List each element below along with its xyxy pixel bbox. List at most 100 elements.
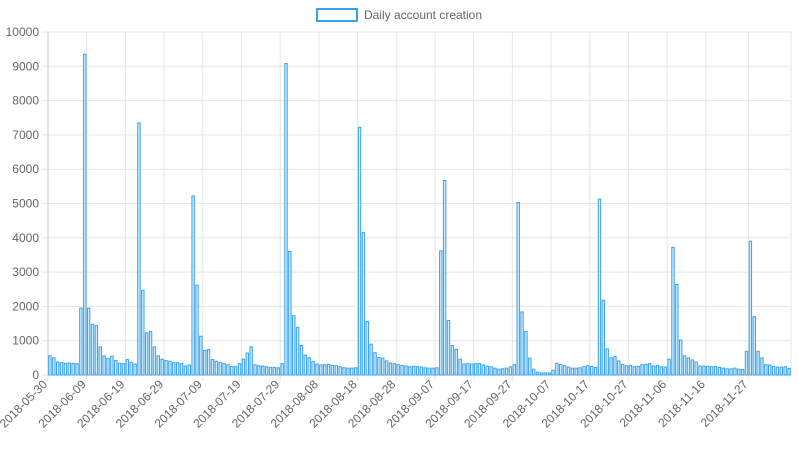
- bar[interactable]: [187, 364, 191, 376]
- bar[interactable]: [311, 361, 315, 376]
- bar[interactable]: [655, 364, 660, 376]
- bar[interactable]: [400, 364, 404, 376]
- bar[interactable]: [280, 363, 284, 376]
- bar[interactable]: [233, 366, 238, 376]
- bar[interactable]: [559, 363, 563, 376]
- bar[interactable]: [578, 367, 582, 376]
- bar[interactable]: [555, 362, 559, 376]
- bar[interactable]: [709, 366, 714, 376]
- bar[interactable]: [439, 250, 443, 376]
- bar[interactable]: [427, 367, 431, 376]
- bar[interactable]: [698, 365, 702, 376]
- bar[interactable]: [760, 357, 764, 376]
- bar[interactable]: [388, 362, 393, 376]
- bar[interactable]: [330, 364, 335, 376]
- bar[interactable]: [717, 366, 722, 376]
- bar[interactable]: [593, 366, 598, 376]
- bar[interactable]: [501, 368, 505, 376]
- bar[interactable]: [466, 363, 470, 376]
- bar[interactable]: [357, 126, 362, 376]
- bar[interactable]: [121, 363, 126, 376]
- bar[interactable]: [264, 366, 269, 376]
- bar[interactable]: [303, 354, 308, 376]
- bar[interactable]: [535, 371, 540, 376]
- bar[interactable]: [353, 367, 358, 376]
- bar[interactable]: [485, 365, 489, 376]
- bar[interactable]: [446, 319, 451, 376]
- bar[interactable]: [71, 362, 75, 376]
- bar[interactable]: [241, 358, 246, 376]
- bar[interactable]: [110, 355, 114, 376]
- bar[interactable]: [75, 363, 79, 376]
- bar[interactable]: [315, 363, 319, 376]
- bar[interactable]: [725, 368, 729, 376]
- bar[interactable]: [210, 359, 215, 376]
- bar[interactable]: [94, 325, 99, 376]
- bar[interactable]: [117, 362, 122, 376]
- bar[interactable]: [458, 358, 462, 376]
- bar[interactable]: [222, 363, 226, 376]
- bar[interactable]: [706, 365, 710, 376]
- bar[interactable]: [508, 366, 513, 376]
- bar[interactable]: [156, 355, 160, 376]
- bar[interactable]: [114, 360, 118, 376]
- bar[interactable]: [775, 366, 780, 376]
- bar[interactable]: [768, 364, 772, 376]
- bar[interactable]: [628, 364, 633, 376]
- bar[interactable]: [160, 358, 164, 376]
- bar[interactable]: [454, 348, 458, 376]
- bar[interactable]: [435, 367, 439, 376]
- bar[interactable]: [779, 366, 784, 376]
- bar[interactable]: [415, 366, 420, 376]
- bar[interactable]: [590, 365, 594, 376]
- bar[interactable]: [129, 361, 133, 376]
- bar[interactable]: [764, 364, 768, 376]
- bar[interactable]: [172, 362, 176, 376]
- bar[interactable]: [83, 53, 87, 376]
- bar[interactable]: [450, 345, 455, 376]
- bar[interactable]: [632, 366, 636, 376]
- bar[interactable]: [392, 363, 397, 376]
- bar[interactable]: [431, 367, 435, 376]
- bar[interactable]: [152, 346, 157, 376]
- bar[interactable]: [106, 358, 110, 376]
- bar[interactable]: [59, 362, 64, 376]
- bar[interactable]: [617, 360, 621, 376]
- bar[interactable]: [338, 366, 342, 376]
- bar[interactable]: [292, 315, 296, 376]
- bar[interactable]: [408, 366, 412, 376]
- bar[interactable]: [737, 368, 741, 376]
- bar[interactable]: [261, 365, 265, 376]
- bar[interactable]: [365, 320, 369, 376]
- bar[interactable]: [253, 364, 257, 376]
- bar[interactable]: [721, 367, 725, 376]
- bar[interactable]: [369, 343, 373, 376]
- bar[interactable]: [740, 369, 745, 376]
- bar[interactable]: [566, 366, 571, 376]
- bar[interactable]: [295, 326, 300, 376]
- bar[interactable]: [419, 366, 424, 376]
- bar[interactable]: [473, 363, 478, 376]
- bar[interactable]: [702, 365, 706, 376]
- bar[interactable]: [694, 361, 698, 376]
- bar[interactable]: [671, 246, 675, 376]
- bar[interactable]: [249, 346, 253, 376]
- bar[interactable]: [748, 240, 753, 376]
- bar[interactable]: [481, 364, 486, 376]
- bar[interactable]: [361, 232, 366, 376]
- bar[interactable]: [562, 365, 567, 376]
- bar[interactable]: [206, 349, 211, 376]
- bar[interactable]: [489, 366, 493, 376]
- bar[interactable]: [137, 122, 141, 376]
- bar[interactable]: [497, 368, 501, 376]
- bar[interactable]: [334, 365, 338, 376]
- bar[interactable]: [729, 368, 733, 376]
- bar[interactable]: [377, 357, 381, 376]
- bar[interactable]: [679, 339, 683, 376]
- bar[interactable]: [203, 349, 207, 376]
- bar[interactable]: [582, 366, 586, 376]
- bar[interactable]: [218, 361, 222, 376]
- bar[interactable]: [102, 355, 106, 376]
- bar[interactable]: [787, 367, 791, 376]
- bar[interactable]: [245, 352, 249, 376]
